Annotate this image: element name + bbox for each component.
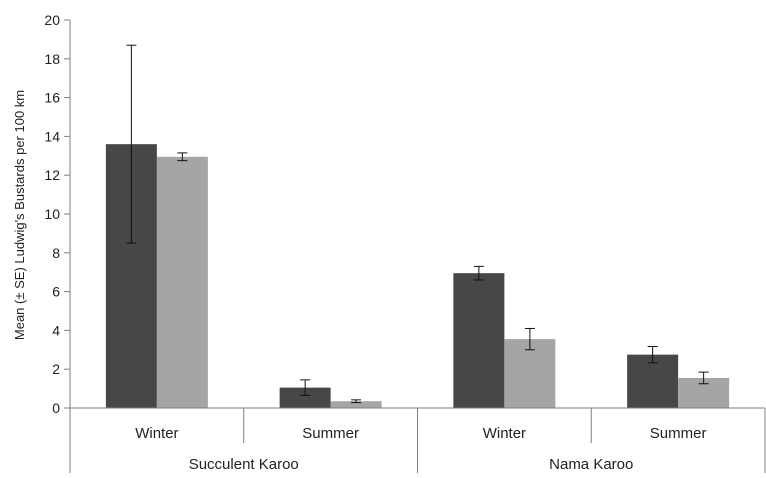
bars	[105, 144, 730, 408]
y-tick-label: 8	[52, 245, 60, 261]
y-tick-label: 2	[52, 361, 60, 377]
y-tick-label: 6	[52, 284, 60, 300]
group-label: Succulent Karoo	[189, 456, 299, 473]
bar	[504, 339, 556, 408]
bar	[453, 273, 505, 408]
y-tick-label: 4	[52, 322, 60, 338]
y-tick-label: 18	[44, 51, 60, 67]
y-tick-label: 10	[44, 206, 60, 222]
bar	[279, 387, 331, 408]
y-tick-label: 16	[44, 90, 60, 106]
y-tick-label: 14	[44, 128, 60, 144]
category-label: Winter	[135, 425, 178, 442]
category-label: Winter	[483, 425, 526, 442]
y-tick-label: 12	[44, 167, 60, 183]
category-label: Summer	[650, 425, 707, 442]
y-axis-title: Mean (± SE) Ludwig's Bustards per 100 km	[12, 90, 27, 340]
error-bars	[126, 44, 709, 404]
category-label: Summer	[302, 425, 359, 442]
y-axis-ticks: 0 2 4 6 8 10 12 14 16 18 20	[44, 12, 70, 416]
bar	[330, 401, 382, 408]
axes	[69, 20, 766, 473]
y-tick-label: 0	[52, 400, 60, 416]
y-tick-label: 20	[44, 12, 60, 28]
bar	[156, 156, 208, 408]
bar	[627, 354, 679, 408]
group-label: Nama Karoo	[549, 456, 633, 473]
